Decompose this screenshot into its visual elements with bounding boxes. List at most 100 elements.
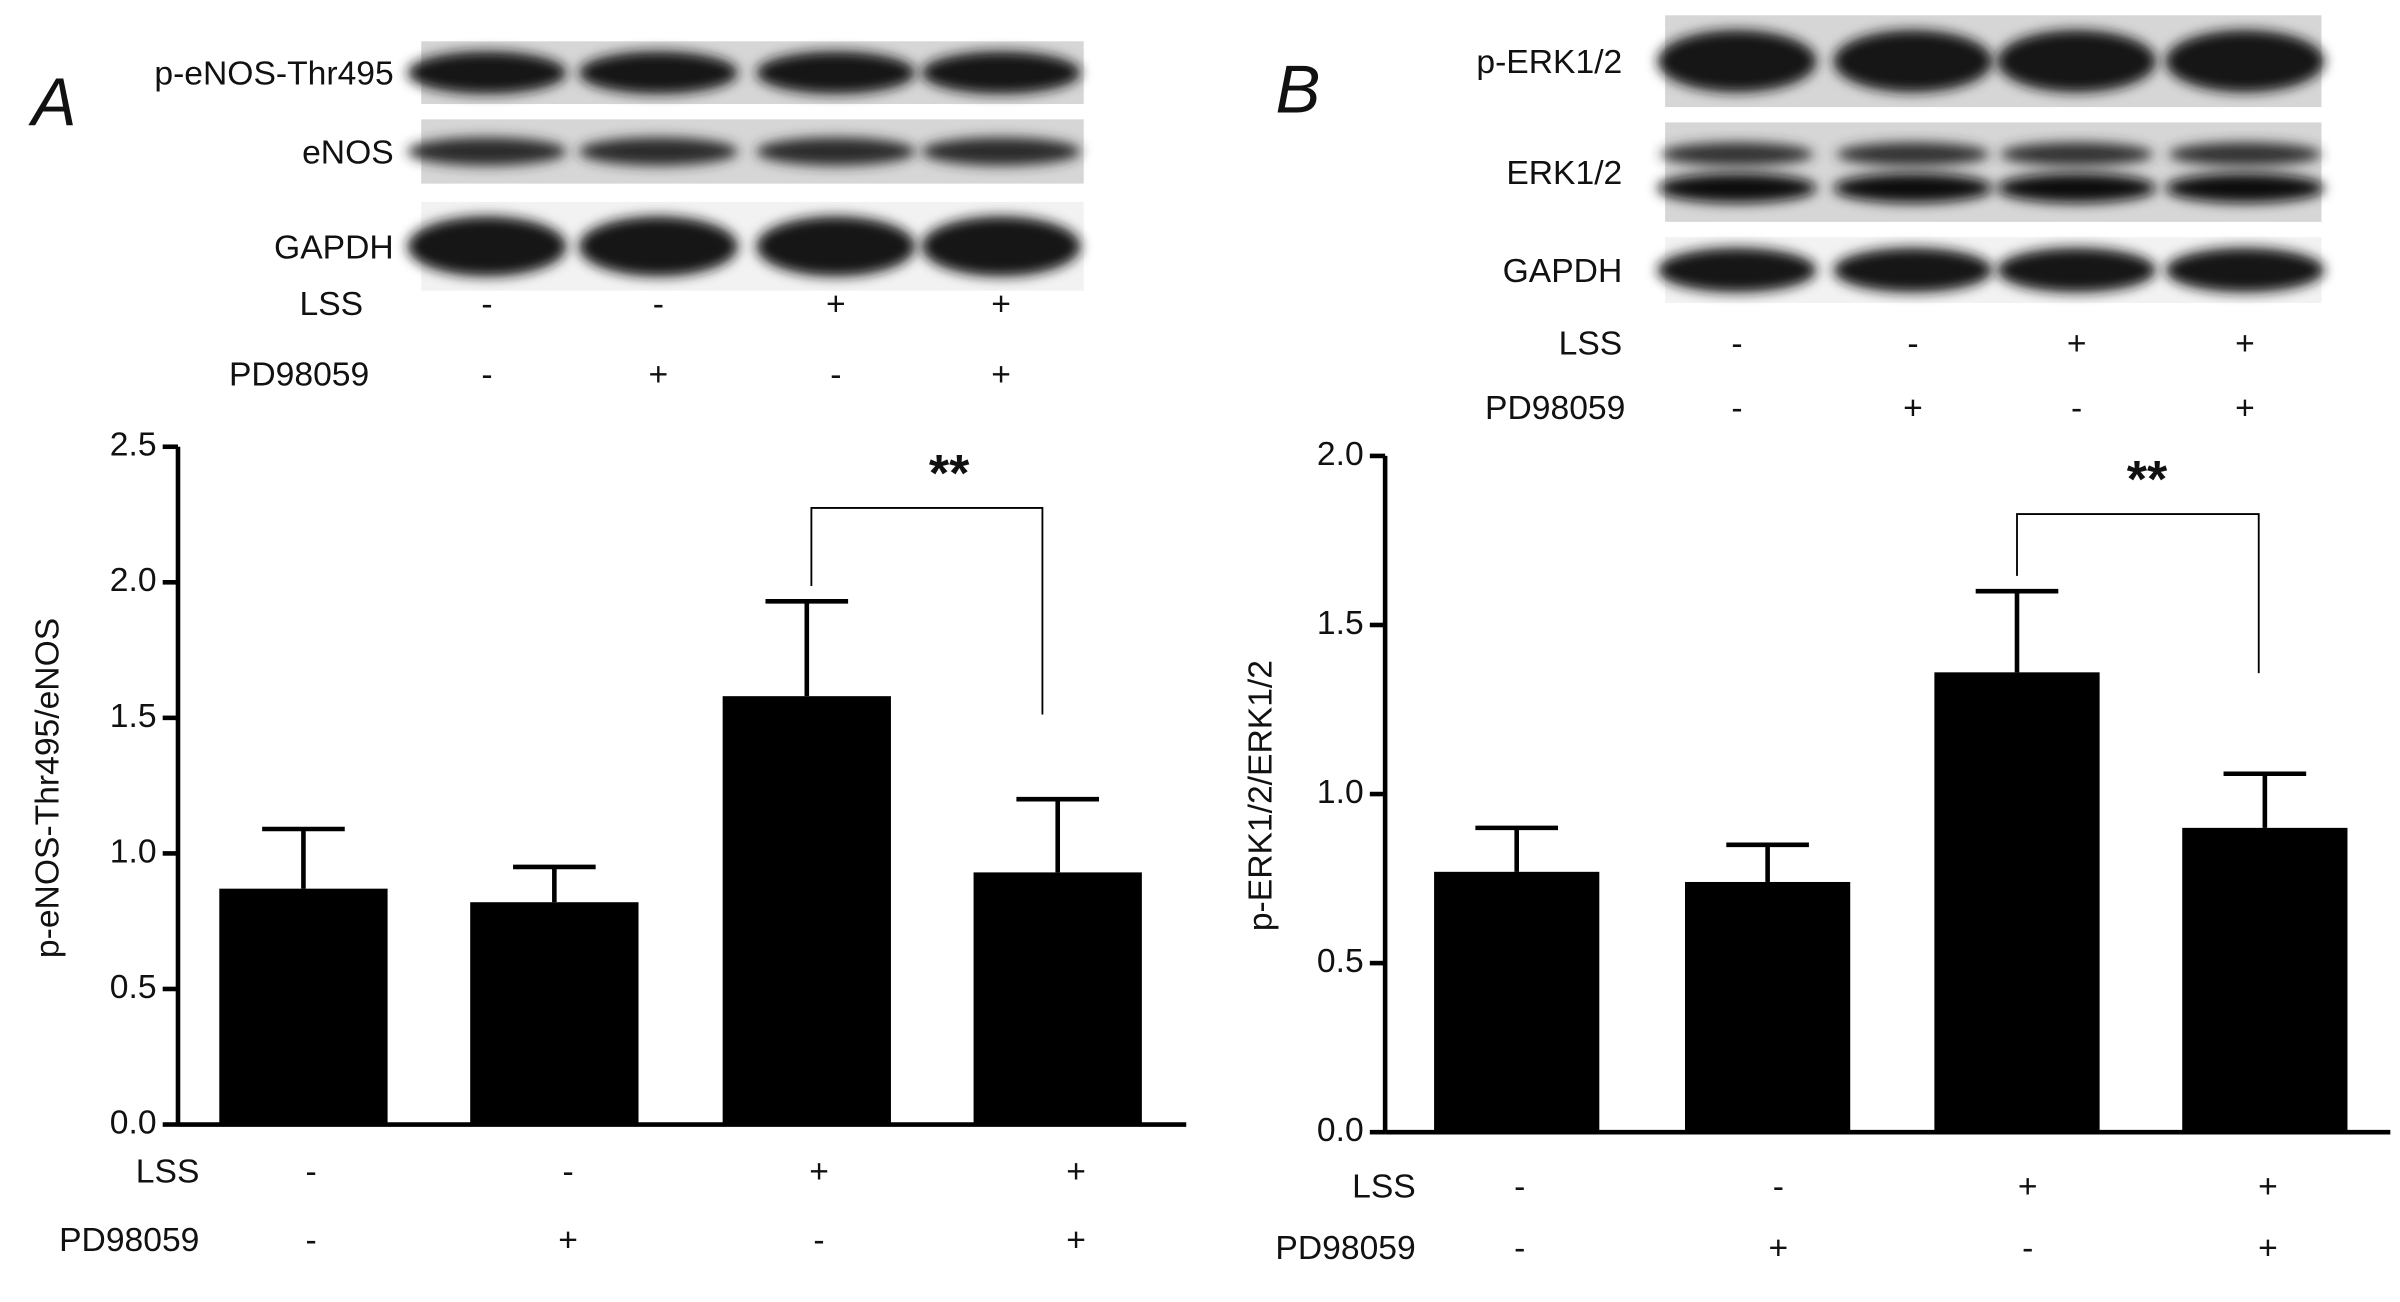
blot-band [2168, 142, 2322, 167]
error-bar [1016, 796, 1100, 873]
blot-band [407, 51, 567, 95]
blot-band [921, 216, 1081, 277]
error-bar [1726, 842, 1809, 882]
blot-condition: + [991, 286, 1011, 323]
blot-band [1997, 173, 2157, 203]
blot-condition: - [481, 356, 492, 393]
bar [973, 872, 1142, 1125]
y-tick-label: 2.0 [1317, 436, 1364, 473]
error-bar [1975, 588, 2059, 673]
condition: + [1066, 1222, 1086, 1259]
blot-condition: - [653, 286, 664, 323]
condition: + [1066, 1153, 1086, 1190]
blot-condition: + [649, 356, 669, 393]
bar [470, 902, 639, 1125]
blot-condition: + [1903, 390, 1923, 427]
condition: + [809, 1153, 829, 1190]
blot-condition: - [830, 356, 841, 393]
blot-band [1833, 173, 1993, 203]
blot-band [578, 51, 738, 95]
y-tick-label: 1.0 [110, 833, 157, 870]
blot-condition: - [2071, 390, 2082, 427]
blot-condition: + [826, 286, 846, 323]
error-bar [2223, 771, 2307, 828]
blot-condition: - [1907, 326, 1918, 363]
blot-band [1997, 247, 2157, 293]
significance-bracket [810, 507, 1044, 715]
blot-band [578, 137, 738, 166]
blot-band [407, 137, 567, 166]
blot-band [1836, 142, 1990, 167]
condition: - [1514, 1169, 1525, 1206]
y-tick-label: 0.5 [110, 969, 157, 1006]
blot-condition: + [2235, 326, 2255, 363]
y-tick-label: 2.0 [110, 562, 157, 599]
condition: + [558, 1222, 578, 1259]
blot-condition-name: LSS [300, 286, 364, 323]
blot-row-label: p-eNOS-Thr495 [154, 56, 393, 93]
y-tick-label: 0.0 [1317, 1112, 1364, 1149]
condition: + [2018, 1169, 2038, 1206]
error-bar [1475, 825, 1559, 872]
condition: - [813, 1222, 824, 1259]
blot-band [578, 216, 738, 277]
y-axis-label: p-ERK1/2/ERK1/2 [1243, 660, 1280, 931]
bar [2182, 827, 2348, 1133]
condition: + [1768, 1230, 1788, 1267]
blot-band [1657, 247, 1817, 293]
blot-row-label: GAPDH [1503, 253, 1623, 290]
condition: + [2258, 1169, 2278, 1206]
error-bar [765, 598, 849, 697]
blot-band [1657, 173, 1817, 203]
blot-condition-name: LSS [1559, 326, 1623, 363]
y-tick-label: 1.5 [110, 698, 157, 735]
blot-row-label: ERK1/2 [1506, 155, 1622, 192]
condition-name: LSS [136, 1153, 200, 1190]
significance-label: ** [929, 445, 970, 503]
condition: - [1773, 1169, 1784, 1206]
blot-band [1660, 142, 1814, 167]
blot-condition-name: PD98059 [229, 356, 369, 393]
blot-condition: - [481, 286, 492, 323]
y-tick-label: 2.5 [110, 427, 157, 464]
blot-band [921, 51, 1081, 95]
panel-label: A [28, 65, 77, 140]
y-tick-label: 1.5 [1317, 605, 1364, 642]
significance-label: ** [2127, 451, 2168, 509]
blot-band [1833, 247, 1993, 293]
bar [1434, 871, 1600, 1133]
bar [722, 696, 891, 1125]
blot-band [1997, 29, 2157, 93]
bar [1934, 672, 2100, 1133]
blot-condition: + [2235, 390, 2255, 427]
y-tick-label: 0.0 [110, 1104, 157, 1141]
blot-band [756, 137, 916, 166]
bar [1684, 881, 1851, 1133]
y-tick-label: 0.5 [1317, 943, 1364, 980]
blot-band [2165, 247, 2325, 293]
condition: - [2022, 1230, 2033, 1267]
blot-row-label: eNOS [302, 134, 394, 171]
blot-band [1833, 29, 1993, 93]
y-axis-label: p-eNOS-Thr495/eNOS [29, 618, 66, 958]
panel-label: B [1275, 53, 1320, 128]
y-tick-label: 1.0 [1317, 774, 1364, 811]
condition: + [2258, 1230, 2278, 1267]
error-bar [513, 864, 596, 903]
blot-condition: + [2067, 326, 2087, 363]
blot-condition: - [1731, 326, 1742, 363]
condition: - [1514, 1230, 1525, 1267]
condition: - [305, 1222, 316, 1259]
blot-band [1657, 29, 1817, 93]
bar [219, 888, 388, 1125]
blot-row-label: p-ERK1/2 [1476, 44, 1622, 81]
blot-band [2165, 173, 2325, 203]
error-bar [262, 826, 345, 889]
blot-band [2000, 142, 2154, 167]
blot-strip [1665, 122, 2322, 222]
condition: - [563, 1153, 574, 1190]
blot-row-label: GAPDH [274, 229, 394, 266]
blot-condition: - [1731, 390, 1742, 427]
